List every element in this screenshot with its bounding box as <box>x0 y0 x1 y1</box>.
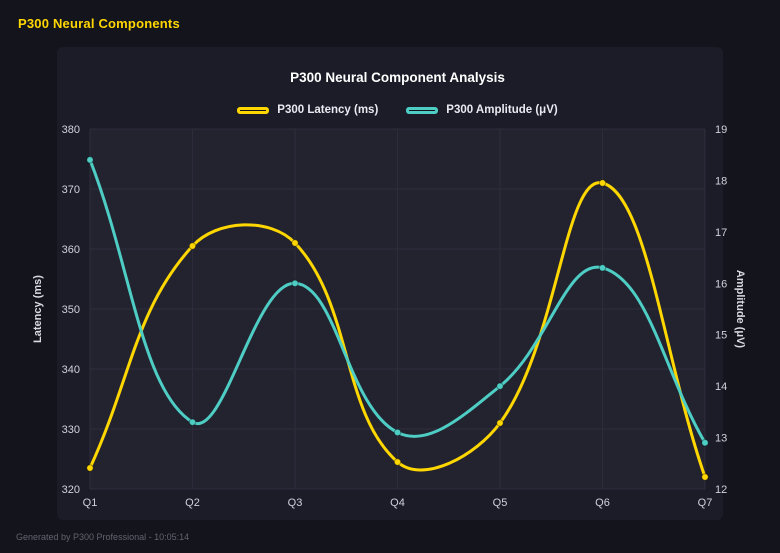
x-axis-tick-label: Q5 <box>493 497 508 509</box>
footer-status: Generated by P300 Professional - 10:05:1… <box>16 532 190 542</box>
right-axis-tick-label: 17 <box>715 227 727 239</box>
legend-item-1[interactable]: P300 Amplitude (μV) <box>406 104 558 116</box>
data-point[interactable] <box>701 439 709 447</box>
x-axis-tick-label: Q7 <box>698 497 713 509</box>
right-axis-tick-label: 14 <box>715 381 727 393</box>
right-axis-tick-label: 15 <box>715 330 727 342</box>
left-axis-title: Latency (ms) <box>32 275 44 343</box>
legend-item-0[interactable]: P300 Latency (ms) <box>237 104 378 116</box>
data-point[interactable] <box>188 418 197 426</box>
data-point[interactable] <box>701 473 709 481</box>
x-axis-tick-label: Q2 <box>185 497 200 509</box>
x-axis-tick-label: Q6 <box>595 497 610 509</box>
app-title: P300 Neural Components <box>18 16 180 31</box>
legend-swatch <box>237 106 270 114</box>
left-axis-tick-label: 360 <box>62 244 80 256</box>
left-axis-tick-label: 330 <box>62 424 80 436</box>
right-axis-title: Amplitude (μV) <box>734 270 746 349</box>
data-point[interactable] <box>393 458 402 466</box>
data-point[interactable] <box>598 264 607 272</box>
left-axis-tick-label: 320 <box>62 484 80 496</box>
data-point[interactable] <box>598 179 607 187</box>
data-point[interactable] <box>291 239 299 247</box>
right-axis-tick-label: 12 <box>715 484 727 496</box>
x-axis-tick-label: Q4 <box>390 497 405 509</box>
chart-legend: P300 Latency (ms) P300 Amplitude (μV) <box>90 104 705 116</box>
left-axis-tick-label: 340 <box>62 364 80 376</box>
x-axis-tick-label: Q1 <box>83 497 98 509</box>
chart-title: P300 Neural Component Analysis <box>290 70 505 85</box>
data-point[interactable] <box>496 419 504 427</box>
data-point[interactable] <box>86 156 94 164</box>
right-axis-tick-label: 19 <box>715 124 727 136</box>
data-point[interactable] <box>188 242 197 250</box>
legend-label: P300 Amplitude (μV) <box>446 104 558 116</box>
left-axis-tick-label: 370 <box>62 184 80 196</box>
data-point[interactable] <box>496 382 504 390</box>
data-point[interactable] <box>86 464 94 472</box>
left-axis-tick-label: 380 <box>62 124 80 136</box>
legend-label: P300 Latency (ms) <box>277 104 379 116</box>
x-axis-tick-label: Q3 <box>288 497 303 509</box>
data-point[interactable] <box>393 428 402 437</box>
right-axis-tick-label: 13 <box>715 433 727 445</box>
legend-swatch <box>406 106 439 114</box>
right-axis-tick-label: 18 <box>715 175 727 187</box>
data-point[interactable] <box>291 279 299 287</box>
left-axis-tick-label: 350 <box>62 304 80 316</box>
right-axis-tick-label: 16 <box>715 278 727 290</box>
